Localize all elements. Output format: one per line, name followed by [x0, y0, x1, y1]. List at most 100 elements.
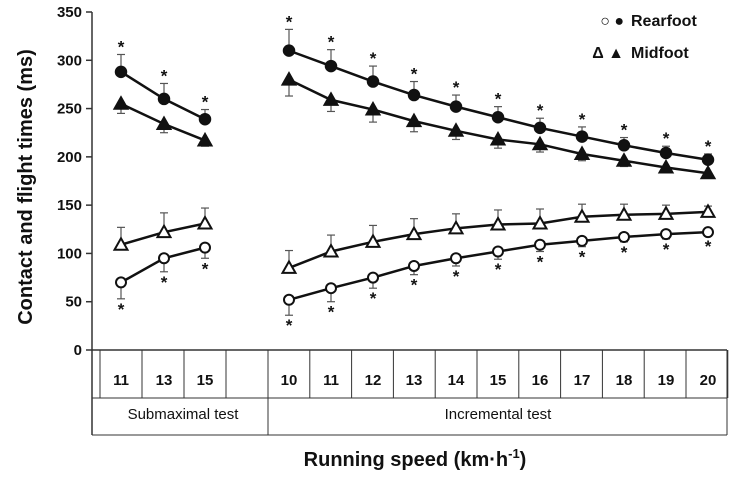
data-point [198, 112, 212, 126]
data-point [407, 88, 421, 102]
data-point [155, 115, 173, 131]
data-point [199, 241, 211, 254]
legend-label-rearfoot: Rearfoot [631, 13, 697, 30]
x-tick-label: 13 [406, 372, 423, 389]
significance-asterisk: * [286, 316, 293, 335]
series-layer: * * * * * * * * * * * * * * * * * * * * * * * * * * * * [112, 12, 717, 335]
significance-asterisk: * [118, 300, 125, 319]
x-axis-label-close: ) [520, 449, 527, 471]
y-axis-label: Contact and flight times (ms) [15, 49, 37, 325]
data-point [366, 75, 380, 88]
legend-symbols-rearfoot: ○ ● [600, 13, 624, 30]
x-tick-label: 20 [700, 372, 717, 389]
series-rearfoot-contact: * * * * * * * * * * * * * * [114, 12, 715, 167]
significance-asterisk: * [495, 90, 502, 109]
data-point [325, 282, 337, 295]
legend-label-midfoot: Midfoot [631, 45, 689, 62]
significance-asterisk: * [370, 289, 377, 308]
data-point [531, 135, 549, 151]
significance-asterisk: * [621, 121, 628, 140]
data-point [575, 130, 589, 143]
data-point [196, 131, 214, 147]
significance-asterisk: * [411, 65, 418, 84]
significance-asterisk: * [370, 49, 377, 68]
x-tick-label: 15 [197, 372, 214, 389]
data-point [283, 293, 295, 306]
y-tick-label: 250 [57, 101, 82, 118]
data-point [450, 252, 462, 265]
data-point [659, 146, 673, 160]
x-tick-label: 17 [574, 372, 591, 389]
data-point [660, 228, 672, 241]
data-point [447, 122, 465, 137]
significance-asterisk: * [537, 252, 544, 271]
y-tick-label: 300 [57, 52, 82, 69]
significance-asterisk: * [411, 276, 418, 295]
x-axis-label-main: Running speed (km·h [304, 449, 508, 471]
data-point [657, 158, 675, 174]
y-tick-label: 0 [74, 342, 82, 359]
data-point [657, 205, 675, 220]
data-point [155, 223, 173, 239]
x-tick-label: 11 [113, 372, 129, 389]
data-point [158, 252, 170, 265]
significance-asterisk: * [705, 137, 712, 156]
data-point [489, 215, 507, 231]
data-point [114, 65, 128, 79]
group-label-incremental: Incremental test [445, 406, 553, 423]
y-tick-label: 50 [65, 294, 82, 311]
significance-asterisk: * [663, 129, 670, 148]
x-tick-label: 14 [448, 372, 465, 389]
data-point [115, 276, 127, 289]
x-tick-label: 15 [490, 372, 507, 389]
data-point [573, 208, 591, 223]
significance-asterisk: * [453, 267, 460, 286]
significance-asterisk: * [118, 37, 125, 56]
data-point [702, 226, 714, 239]
data-point [280, 71, 298, 86]
data-point [405, 112, 423, 128]
significance-asterisk: * [537, 101, 544, 120]
y-tick-label: 150 [57, 197, 82, 214]
legend: ○ ● Rearfoot Δ ▲ Midfoot [592, 13, 697, 62]
significance-asterisk: * [161, 273, 168, 292]
series-rearfoot-flight: * * * * * * * * * * * * * * [115, 226, 714, 335]
x-axis-label-sup: -1 [508, 446, 520, 461]
data-point [447, 219, 465, 235]
x-tick-label: 19 [658, 372, 675, 389]
data-point [449, 100, 463, 113]
significance-asterisk: * [202, 259, 209, 278]
significance-asterisk: * [328, 303, 335, 322]
significance-asterisk: * [286, 12, 293, 31]
x-axis-label: Running speed (km·h-1) [304, 446, 527, 471]
data-point [576, 234, 588, 247]
significance-asterisk: * [161, 66, 168, 85]
data-point [491, 111, 505, 124]
x-tick-label: 18 [616, 372, 633, 389]
data-point [324, 59, 338, 73]
y-tick-label: 200 [57, 149, 82, 166]
data-point [534, 238, 546, 251]
data-point [364, 233, 382, 248]
data-point [573, 145, 591, 160]
data-point [282, 44, 296, 57]
significance-asterisk: * [621, 243, 628, 262]
data-point [492, 245, 504, 258]
data-point [618, 231, 630, 244]
significance-asterisk: * [579, 110, 586, 129]
data-point [699, 164, 717, 180]
data-point [367, 271, 379, 284]
data-point [617, 139, 631, 152]
data-point [489, 130, 507, 146]
data-point [615, 206, 633, 221]
significance-asterisk: * [579, 248, 586, 267]
data-point [364, 101, 382, 116]
x-tick-label: 16 [532, 372, 549, 389]
x-tick-label: 13 [156, 372, 173, 389]
data-point [615, 152, 633, 167]
data-point [322, 242, 340, 258]
axes: 0 50 100 150 200 250 300 350 11 13 15 10 11 12 13 14 15 1… [57, 4, 729, 436]
x-tick-label: 10 [281, 372, 298, 389]
legend-symbols-midfoot: Δ ▲ [592, 45, 624, 62]
